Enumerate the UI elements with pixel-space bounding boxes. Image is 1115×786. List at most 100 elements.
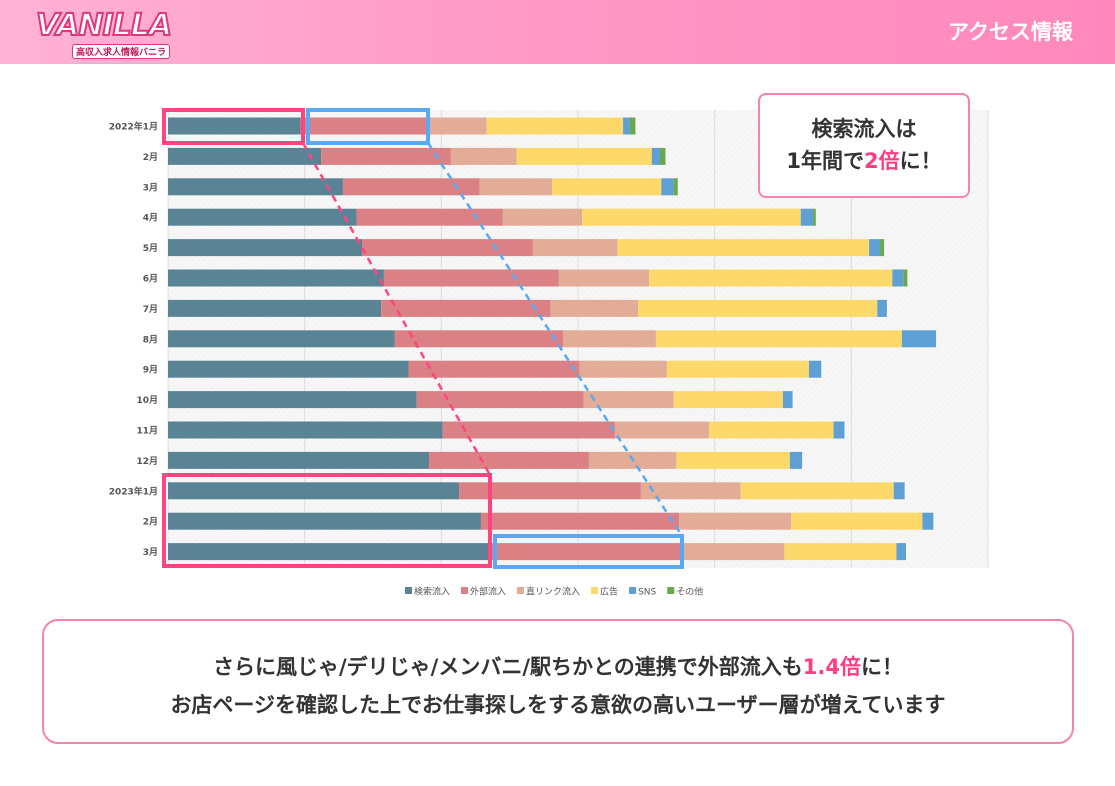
bar-segment-2-9 xyxy=(583,391,674,409)
legend-swatch xyxy=(461,587,469,594)
legend-label: その他 xyxy=(676,586,703,598)
bar-segment-1-9 xyxy=(416,391,584,409)
summary-line-1: さらに風じゃ/デリじゃ/メンバニ/駅ちかとの連携で外部流入も1.4倍に！ xyxy=(44,648,1072,686)
search-growth-callout: 検索流入は 1年間で2倍に！ xyxy=(758,93,970,198)
category-label: 9月 xyxy=(143,365,158,376)
category-label: 8月 xyxy=(143,334,158,345)
bar-segment-4-9 xyxy=(783,391,793,409)
category-label: 4月 xyxy=(143,213,158,224)
bar-segment-3-6 xyxy=(638,299,878,317)
legend-swatch xyxy=(405,587,412,594)
summary-text: さらに風じゃ/デリじゃ/メンバニ/駅ちかとの連携で外部流入も xyxy=(212,655,803,679)
page-title: アクセス情報 xyxy=(948,20,1073,44)
summary-line-2: お店ページを確認した上でお仕事探しをする意欲の高いユーザー層が増えています xyxy=(170,693,946,717)
bar-segment-3-4 xyxy=(617,239,870,257)
bar-segment-4-4 xyxy=(869,239,881,257)
bar-segment-3-10 xyxy=(709,421,834,439)
bar-segment-0-9 xyxy=(168,391,417,409)
legend-label: 外部流入 xyxy=(470,586,506,598)
logo-subtitle: 高収入求人情報バニラ xyxy=(72,44,171,59)
bar-segment-0-11 xyxy=(168,451,430,469)
category-label: 7月 xyxy=(143,304,158,315)
bar-segment-2-7 xyxy=(562,330,656,348)
legend-label: 広告 xyxy=(600,586,618,598)
bar-segment-0-5 xyxy=(168,269,384,287)
bar-segment-5-3 xyxy=(813,208,816,226)
summary-box: さらに風じゃ/デリじゃ/メンバニ/駅ちかとの連携で外部流入も1.4倍に！ お店ペ… xyxy=(42,619,1074,744)
bar-segment-2-10 xyxy=(614,421,710,439)
bar-segment-5-2 xyxy=(673,178,678,196)
search-growth-dashed-line xyxy=(301,142,492,476)
bar-segment-3-8 xyxy=(666,360,809,378)
bar-segment-5-1 xyxy=(660,147,666,165)
vanilla-logo[interactable]: VANILLA 高収入求人情報バニラ xyxy=(35,7,173,59)
bar-segment-0-2 xyxy=(168,178,343,196)
bar-segment-0-1 xyxy=(168,147,322,165)
bar-segment-2-3 xyxy=(502,208,583,226)
callout-highlight: 2倍 xyxy=(864,149,900,173)
bar-segment-4-12 xyxy=(893,482,905,500)
bar-segment-2-13 xyxy=(679,512,792,530)
bar-segment-1-3 xyxy=(356,208,503,226)
bar-segment-0-4 xyxy=(168,239,363,257)
bar-segment-1-11 xyxy=(429,451,589,469)
bar-segment-0-7 xyxy=(168,330,395,348)
bar-segment-1-8 xyxy=(408,360,580,378)
bar-segment-0-8 xyxy=(168,360,409,378)
bar-segment-3-13 xyxy=(791,512,923,530)
bar-segment-4-11 xyxy=(789,451,803,469)
category-label: 12月 xyxy=(136,456,158,467)
bar-segment-2-6 xyxy=(550,299,639,317)
bar-segment-0-10 xyxy=(168,421,443,439)
highlight-search-2022-box xyxy=(162,108,305,145)
legend-swatch xyxy=(667,587,675,594)
highlight-external-2023-box xyxy=(493,534,684,569)
bar-segment-2-4 xyxy=(532,239,618,257)
bar-segment-0-0 xyxy=(168,117,301,135)
bar-segment-3-14 xyxy=(784,543,897,561)
callout-text: 1年間で xyxy=(786,149,864,173)
category-label: 5月 xyxy=(143,243,158,254)
bar-segment-0-12 xyxy=(168,482,460,500)
bar-segment-3-0 xyxy=(486,117,624,135)
highlight-search-2023-box xyxy=(162,473,492,568)
bar-segment-5-4 xyxy=(880,239,885,257)
bar-segment-3-7 xyxy=(655,330,902,348)
summary-text: に！ xyxy=(861,655,903,679)
bar-segment-1-10 xyxy=(442,421,615,439)
callout-text: に！ xyxy=(899,149,942,173)
bar-segment-3-5 xyxy=(649,269,893,287)
summary-highlight: 1.4倍 xyxy=(802,655,861,679)
highlight-external-2022-box xyxy=(306,108,430,145)
bar-segment-5-5 xyxy=(903,269,908,287)
category-label: 2月 xyxy=(143,152,158,163)
bar-segment-4-10 xyxy=(833,421,845,439)
category-label: 2023年1月 xyxy=(109,485,158,497)
bar-segment-2-0 xyxy=(426,117,487,135)
header-bar: VANILLA 高収入求人情報バニラ アクセス情報 xyxy=(0,0,1115,64)
legend-label: SNS xyxy=(638,588,656,598)
bar-segment-2-1 xyxy=(450,147,517,165)
category-label: 3月 xyxy=(143,182,158,193)
bar-segment-2-14 xyxy=(680,543,785,561)
bar-segment-4-8 xyxy=(808,360,822,378)
bar-segment-1-6 xyxy=(381,299,551,317)
bar-segment-3-12 xyxy=(740,482,894,500)
bar-segment-1-7 xyxy=(394,330,563,348)
bar-segment-5-0 xyxy=(629,117,636,135)
bar-segment-0-3 xyxy=(168,208,357,226)
callout-line-2: 1年間で2倍に！ xyxy=(760,145,968,177)
category-label: 6月 xyxy=(143,274,158,285)
bar-segment-2-2 xyxy=(479,178,553,196)
bar-segment-2-5 xyxy=(558,269,650,287)
bar-segment-1-12 xyxy=(459,482,641,500)
legend-swatch xyxy=(517,587,525,594)
bar-segment-4-14 xyxy=(896,543,906,561)
category-label: 2022年1月 xyxy=(109,121,158,133)
bar-segment-3-11 xyxy=(676,451,790,469)
legend-swatch xyxy=(591,587,599,594)
bar-segment-4-3 xyxy=(800,208,814,226)
bar-segment-4-6 xyxy=(877,299,887,317)
bar-segment-1-14 xyxy=(489,543,681,561)
